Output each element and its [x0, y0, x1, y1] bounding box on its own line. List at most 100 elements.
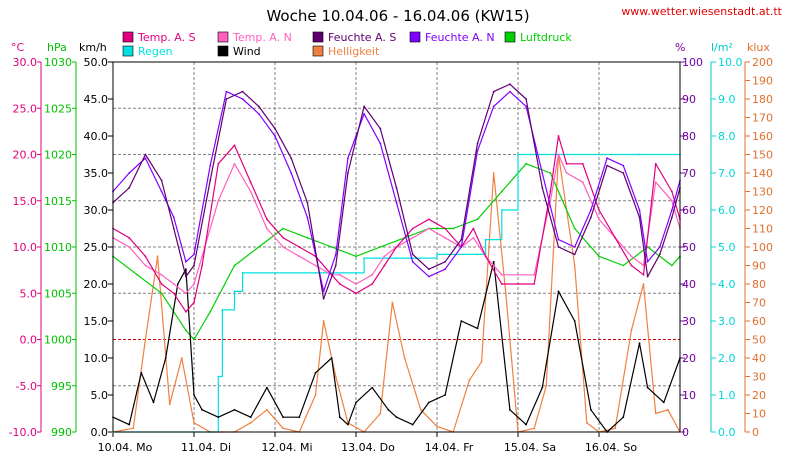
- data-point: [444, 260, 446, 263]
- data-point: [630, 329, 633, 332]
- data-point: [379, 246, 382, 248]
- data-point: [233, 408, 236, 411]
- data-point: [590, 209, 592, 211]
- data-point: [274, 272, 276, 274]
- data-point: [671, 264, 673, 267]
- data-point: [168, 403, 171, 406]
- data-point: [217, 416, 220, 419]
- data-point: [330, 357, 333, 359]
- legend-label: Wind: [233, 45, 261, 58]
- data-point: [557, 153, 560, 156]
- data-point: [428, 401, 430, 404]
- data-point: [314, 272, 317, 274]
- data-point: [172, 227, 175, 230]
- tick-label-humidity: 50: [682, 241, 696, 254]
- data-point: [436, 425, 438, 428]
- data-point: [460, 238, 463, 241]
- legend-swatch: [504, 31, 516, 43]
- data-point: [630, 264, 633, 267]
- x-tick-label: 11.04. Di: [181, 441, 231, 454]
- data-point: [395, 186, 398, 189]
- data-point: [144, 255, 147, 258]
- x-tick-label: 10.04. Mo: [98, 441, 153, 454]
- tick-label-wind: 20.0: [84, 278, 109, 291]
- data-point: [460, 246, 463, 248]
- data-point: [517, 283, 519, 285]
- data-point: [282, 427, 284, 430]
- data-point: [671, 209, 673, 211]
- data-point: [338, 283, 341, 285]
- data-point: [395, 201, 398, 204]
- tick-label-humidity: 0: [682, 426, 689, 439]
- series-line: [112, 153, 681, 433]
- data-point: [533, 427, 536, 430]
- data-point: [387, 408, 390, 411]
- series-luftdruck: [112, 162, 681, 341]
- data-point: [306, 236, 309, 239]
- data-point: [614, 427, 617, 430]
- data-point: [160, 179, 163, 182]
- tick-label-light: 10: [752, 408, 766, 421]
- data-point: [322, 320, 325, 322]
- data-point: [371, 283, 374, 285]
- data-point: [266, 408, 268, 411]
- data-point: [193, 301, 195, 304]
- data-point: [646, 275, 649, 278]
- data-point: [225, 90, 228, 93]
- tick-label-temp: 30.0: [13, 56, 38, 69]
- data-point: [355, 401, 357, 404]
- data-point: [128, 423, 131, 426]
- data-point: [492, 172, 495, 174]
- tick-label-wind: 30.0: [84, 204, 109, 217]
- data-point: [638, 153, 641, 156]
- tick-label-rain: 8.0: [718, 130, 736, 143]
- data-point: [371, 386, 374, 389]
- legend-swatch: [122, 45, 134, 57]
- data-point: [606, 157, 608, 160]
- data-point: [185, 329, 187, 332]
- data-point: [128, 246, 131, 248]
- data-point: [472, 227, 475, 230]
- data-point: [642, 283, 645, 285]
- tick-label-wind: 45.0: [84, 93, 109, 106]
- data-point: [549, 199, 552, 202]
- data-point: [128, 236, 131, 239]
- tick-label-light: 160: [752, 130, 773, 143]
- data-point: [379, 142, 382, 145]
- data-point: [193, 264, 195, 267]
- tick-label-rain: 4.0: [718, 278, 736, 291]
- tick-label-rain: 10.0: [718, 56, 743, 69]
- tick-label-pressure: 1000: [44, 334, 72, 347]
- data-point: [476, 142, 479, 145]
- data-point: [573, 320, 576, 322]
- tick-label-pressure: 990: [51, 426, 72, 439]
- tick-label-light: 40: [752, 352, 766, 365]
- tick-label-temp: -5.0: [16, 380, 37, 393]
- data-point: [274, 135, 276, 137]
- data-point: [525, 423, 527, 426]
- data-point: [642, 273, 645, 276]
- data-point: [233, 264, 236, 267]
- tick-label-temp: 10.0: [13, 241, 38, 254]
- data-point: [290, 157, 293, 160]
- data-point: [330, 246, 333, 248]
- tick-label-light: 0: [752, 426, 759, 439]
- data-point: [172, 283, 175, 285]
- data-point: [480, 360, 483, 363]
- grid: [113, 62, 680, 432]
- data-point: [565, 162, 568, 165]
- data-point: [476, 218, 479, 221]
- source-url[interactable]: www.wetter.wiesenstadt.at.tt: [621, 5, 782, 18]
- data-point: [585, 421, 588, 424]
- data-point: [557, 135, 560, 137]
- data-point: [379, 412, 382, 415]
- data-point: [500, 283, 503, 285]
- data-point: [646, 386, 649, 389]
- data-point: [500, 209, 503, 211]
- data-point: [355, 292, 357, 295]
- data-point: [671, 216, 673, 219]
- data-point: [428, 275, 430, 278]
- tick-label-humidity: 80: [682, 130, 696, 143]
- data-point: [654, 412, 657, 415]
